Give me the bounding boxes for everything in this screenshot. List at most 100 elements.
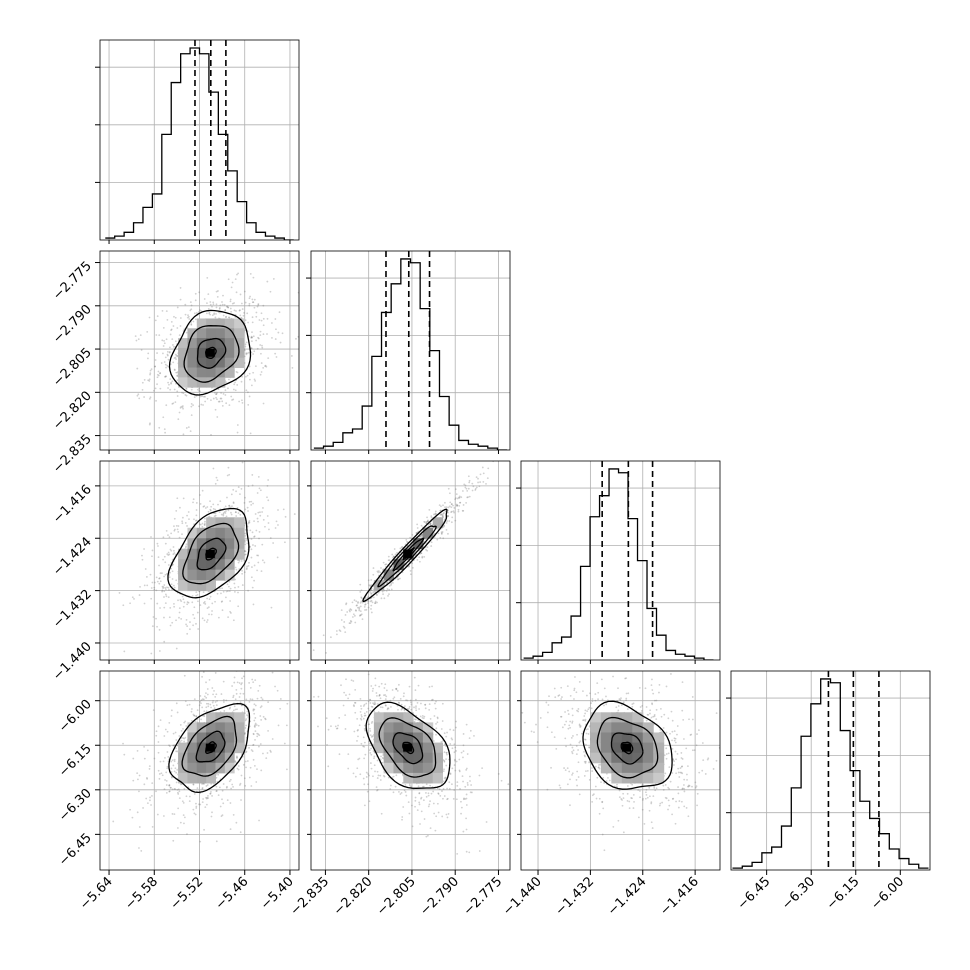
sample-point (192, 320, 195, 323)
sample-point (203, 601, 206, 603)
sample-point (225, 381, 227, 384)
sample-point (392, 697, 395, 700)
sample-point (205, 785, 208, 787)
sample-point (228, 590, 231, 592)
density-cell (187, 772, 198, 784)
sample-point (136, 749, 139, 752)
sample-point (210, 613, 213, 616)
sample-point (430, 541, 433, 544)
sample-point (469, 791, 472, 794)
sample-point (439, 513, 442, 516)
density-cell (206, 367, 216, 378)
sample-point (210, 815, 213, 818)
density-cell (215, 328, 226, 339)
density-cell (215, 367, 226, 378)
sample-point (397, 683, 400, 686)
sample-point (159, 372, 162, 374)
sample-point (463, 797, 465, 800)
sample-point (339, 630, 342, 632)
sample-point (379, 758, 382, 761)
sample-point (179, 724, 182, 726)
density-cell (206, 377, 216, 388)
sample-point (187, 315, 190, 318)
sample-point (453, 758, 456, 761)
sample-point (259, 330, 262, 333)
sample-point (343, 691, 346, 694)
sample-point (389, 788, 392, 790)
sample-point (156, 352, 158, 354)
sample-point (345, 694, 347, 697)
sample-point (203, 395, 205, 398)
sample-point (435, 700, 437, 703)
sample-point (141, 558, 144, 561)
sample-point (168, 536, 171, 539)
sample-point (225, 590, 228, 593)
sample-point (199, 700, 201, 703)
sample-point (224, 505, 227, 508)
sample-point (252, 544, 254, 546)
sample-point (165, 784, 168, 786)
sample-point (213, 313, 216, 316)
sample-point (187, 601, 190, 604)
sample-point (239, 493, 241, 496)
sample-point (210, 790, 212, 793)
sample-point (365, 776, 368, 778)
sample-point (257, 554, 260, 557)
sample-point (172, 361, 175, 364)
sample-point (218, 311, 221, 314)
sample-point (243, 732, 246, 735)
sample-point (457, 496, 460, 499)
sample-point (235, 568, 238, 571)
sample-point (244, 727, 247, 729)
sample-point (245, 698, 248, 701)
sample-point (213, 515, 216, 518)
sample-point (176, 355, 179, 358)
sample-point (165, 488, 167, 490)
sample-point (246, 506, 249, 509)
density-cell (373, 712, 385, 723)
sample-point (398, 790, 400, 793)
density-cell (422, 742, 434, 754)
sample-point (232, 501, 235, 504)
density-cell (234, 732, 245, 744)
sample-point (335, 630, 338, 632)
sample-point (461, 509, 464, 512)
sample-point (204, 695, 206, 698)
sample-point (163, 640, 166, 643)
sample-point (384, 683, 387, 686)
sample-point (447, 511, 449, 514)
sample-point (247, 351, 250, 354)
sample-point (265, 757, 268, 760)
sample-point (465, 850, 468, 853)
sample-point (230, 787, 233, 790)
sample-point (452, 729, 455, 732)
sample-point (234, 389, 237, 392)
sample-point (193, 396, 196, 399)
sample-point (456, 504, 459, 507)
sample-point (276, 689, 279, 692)
sample-point (195, 622, 197, 625)
sample-point (173, 315, 175, 318)
sample-point (367, 773, 369, 775)
sample-point (222, 698, 225, 701)
sample-point (561, 696, 563, 698)
sample-point (148, 768, 151, 770)
sample-point (409, 573, 412, 576)
sample-point (442, 537, 445, 540)
sample-point (165, 588, 167, 591)
sample-point (423, 555, 426, 558)
sample-point (193, 698, 196, 701)
sample-point (234, 511, 237, 514)
histogram-panel-1 (95, 39, 300, 241)
sample-point (241, 677, 243, 680)
sample-point (376, 695, 378, 697)
sample-point (248, 521, 251, 524)
sample-point (204, 806, 207, 809)
density-cell (206, 517, 216, 529)
sample-point (430, 545, 433, 547)
sample-point (251, 750, 254, 753)
sample-point (651, 703, 654, 706)
sample-point (131, 816, 134, 819)
sample-point (221, 301, 223, 303)
sample-point (163, 339, 165, 342)
